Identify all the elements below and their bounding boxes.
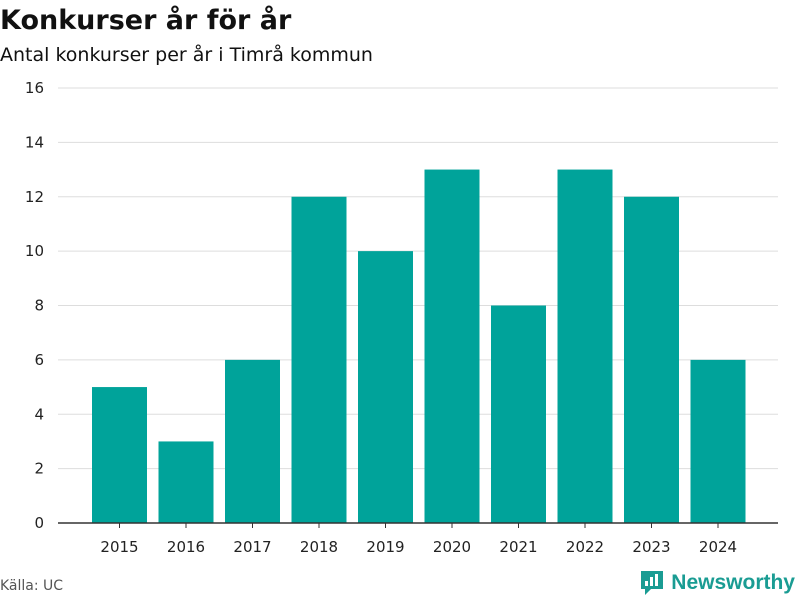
- y-tick-label: 14: [25, 133, 44, 151]
- y-tick-label: 16: [25, 79, 44, 97]
- bar-2019: [358, 251, 413, 523]
- chart-title: Konkurser år för år: [0, 5, 292, 36]
- x-tick-label: 2022: [566, 538, 604, 556]
- x-tick-label: 2016: [167, 538, 205, 556]
- bar-2023: [624, 196, 679, 523]
- bar-2021: [491, 305, 546, 523]
- x-tick-label: 2019: [366, 538, 404, 556]
- y-tick-label: 2: [34, 460, 44, 478]
- source-note: Källa: UC: [0, 578, 64, 594]
- x-tick-label: 2023: [632, 538, 670, 556]
- x-tick-label: 2021: [499, 538, 537, 556]
- bar-2016: [158, 441, 214, 523]
- y-tick-label: 12: [25, 188, 44, 206]
- y-tick-label: 4: [34, 405, 44, 423]
- x-tick-label: 2018: [300, 538, 338, 556]
- x-tick-label: 2017: [233, 538, 271, 556]
- axes: 0 2 4 6 8 10 12 14 16 2015 2016 2017 2018 2019 2020 202…: [25, 79, 778, 556]
- bar-2024: [690, 359, 746, 523]
- y-tick-label: 10: [25, 242, 44, 260]
- y-tick-label: 6: [34, 351, 44, 369]
- bars: [92, 169, 746, 523]
- brand-name: Newsworthy: [671, 571, 795, 594]
- x-tick-label: 2020: [433, 538, 471, 556]
- x-tick-label: 2024: [699, 538, 737, 556]
- y-tick-label: 8: [34, 297, 44, 315]
- bar-2020: [424, 169, 480, 523]
- bar-2015: [92, 387, 147, 523]
- bar-2022: [557, 169, 613, 523]
- brand-logo[interactable]: Newsworthy: [639, 568, 795, 598]
- bar-2018: [291, 196, 347, 523]
- newsworthy-logo-icon: [641, 571, 664, 595]
- x-tick-label: 2015: [100, 538, 138, 556]
- chart-subtitle: Antal konkurser per år i Timrå kommun: [0, 44, 373, 66]
- y-tick-label: 0: [34, 514, 44, 532]
- bar-2017: [225, 359, 280, 523]
